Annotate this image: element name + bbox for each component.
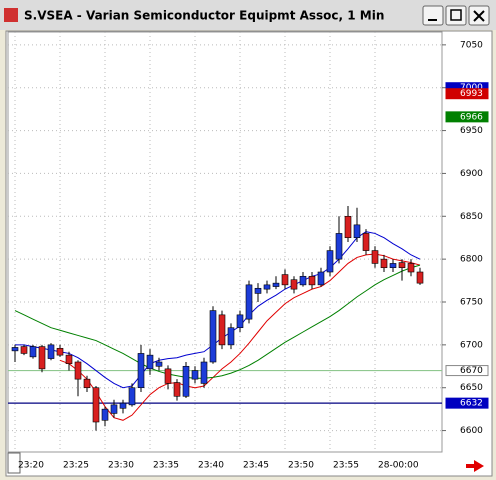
candle-body xyxy=(56,347,64,356)
scroll-arrow[interactable] xyxy=(466,460,484,472)
y-tick-label: 7050 xyxy=(460,40,483,50)
candle-body xyxy=(263,284,271,290)
candle-body xyxy=(173,382,181,397)
close-icon xyxy=(473,10,485,22)
price-marker-label: 6993 xyxy=(460,89,483,99)
x-tick-label: 23:50 xyxy=(288,461,314,471)
x-tick-label: 23:55 xyxy=(333,461,359,471)
candle-body xyxy=(407,263,415,273)
candle-body xyxy=(416,271,424,284)
candle-body xyxy=(146,354,154,370)
candle-body xyxy=(92,387,100,423)
candle-body xyxy=(110,404,118,414)
candle-body xyxy=(20,346,28,354)
candle-body xyxy=(74,361,82,380)
candle-body xyxy=(245,284,253,320)
candle-body xyxy=(218,314,226,346)
indicator-line xyxy=(14,264,421,379)
candle-body xyxy=(137,353,145,389)
x-tick-label: 23:20 xyxy=(18,461,44,471)
candle-body xyxy=(362,233,370,251)
indicator-line xyxy=(59,253,421,421)
y-tick-label: 6800 xyxy=(460,255,483,265)
candle-body xyxy=(11,347,19,352)
window-title: S.VSEA - Varian Semiconductor Equipmt As… xyxy=(24,9,384,23)
candle-body xyxy=(101,408,109,421)
price-marker-box xyxy=(445,111,489,123)
y-tick-label: 6650 xyxy=(460,383,483,393)
x-tick-label: 23:40 xyxy=(198,461,224,471)
price-marker-box xyxy=(445,397,489,409)
candle-body xyxy=(326,250,334,273)
candle-body xyxy=(65,354,73,365)
x-tick-label: 23:25 xyxy=(63,461,89,471)
candle-body xyxy=(155,361,163,367)
candle-body xyxy=(290,279,298,290)
candle-body xyxy=(299,275,307,286)
candle-body xyxy=(128,387,136,406)
candle-body xyxy=(317,271,325,286)
candle-body xyxy=(47,344,55,359)
price-marker-label: 6670 xyxy=(460,366,483,376)
title-bar xyxy=(0,0,496,30)
y-tick-label: 6900 xyxy=(460,169,483,179)
y-tick-label: 6600 xyxy=(460,426,483,436)
candle-body xyxy=(398,262,406,269)
candle-body xyxy=(236,314,244,329)
candle-body xyxy=(83,378,91,389)
candle-body xyxy=(191,370,199,380)
candle-body xyxy=(371,250,379,264)
plot-area xyxy=(7,31,443,453)
candle-body xyxy=(182,365,190,397)
x-tick-label: 28-00:00 xyxy=(378,461,419,471)
price-marker-box xyxy=(445,88,489,100)
candle-body xyxy=(389,263,397,269)
candle-body xyxy=(308,275,316,286)
candle-body xyxy=(353,224,361,239)
candle-body xyxy=(29,346,37,358)
candle-body xyxy=(272,282,280,287)
y-tick-label: 6750 xyxy=(460,298,483,308)
candle-body xyxy=(344,215,352,239)
candle-body xyxy=(335,233,343,260)
y-tick-label: 6700 xyxy=(460,340,483,350)
candle-body xyxy=(209,310,217,363)
price-marker-label: 6966 xyxy=(460,112,483,122)
minimize-button[interactable] xyxy=(422,5,444,26)
price-marker-label: 6632 xyxy=(460,399,483,409)
x-tick-label: 23:45 xyxy=(243,461,269,471)
x-tick-label: 23:35 xyxy=(153,461,179,471)
maximize-icon xyxy=(450,9,462,21)
candle-body xyxy=(200,361,208,384)
candle-body xyxy=(380,258,388,269)
candle-body xyxy=(38,346,46,370)
scroll-box[interactable] xyxy=(7,452,21,474)
candle-body xyxy=(227,327,235,346)
candle-body xyxy=(281,274,289,286)
app-icon xyxy=(4,8,18,22)
candle-body xyxy=(164,368,172,384)
y-tick-label: 6850 xyxy=(460,212,483,222)
candle-body xyxy=(119,402,127,409)
x-tick-label: 23:30 xyxy=(108,461,134,471)
price-marker-box xyxy=(445,365,489,377)
maximize-button[interactable] xyxy=(445,5,467,26)
y-tick-label: 6950 xyxy=(460,126,483,136)
candle-body xyxy=(254,287,262,294)
indicator-line xyxy=(15,231,421,389)
